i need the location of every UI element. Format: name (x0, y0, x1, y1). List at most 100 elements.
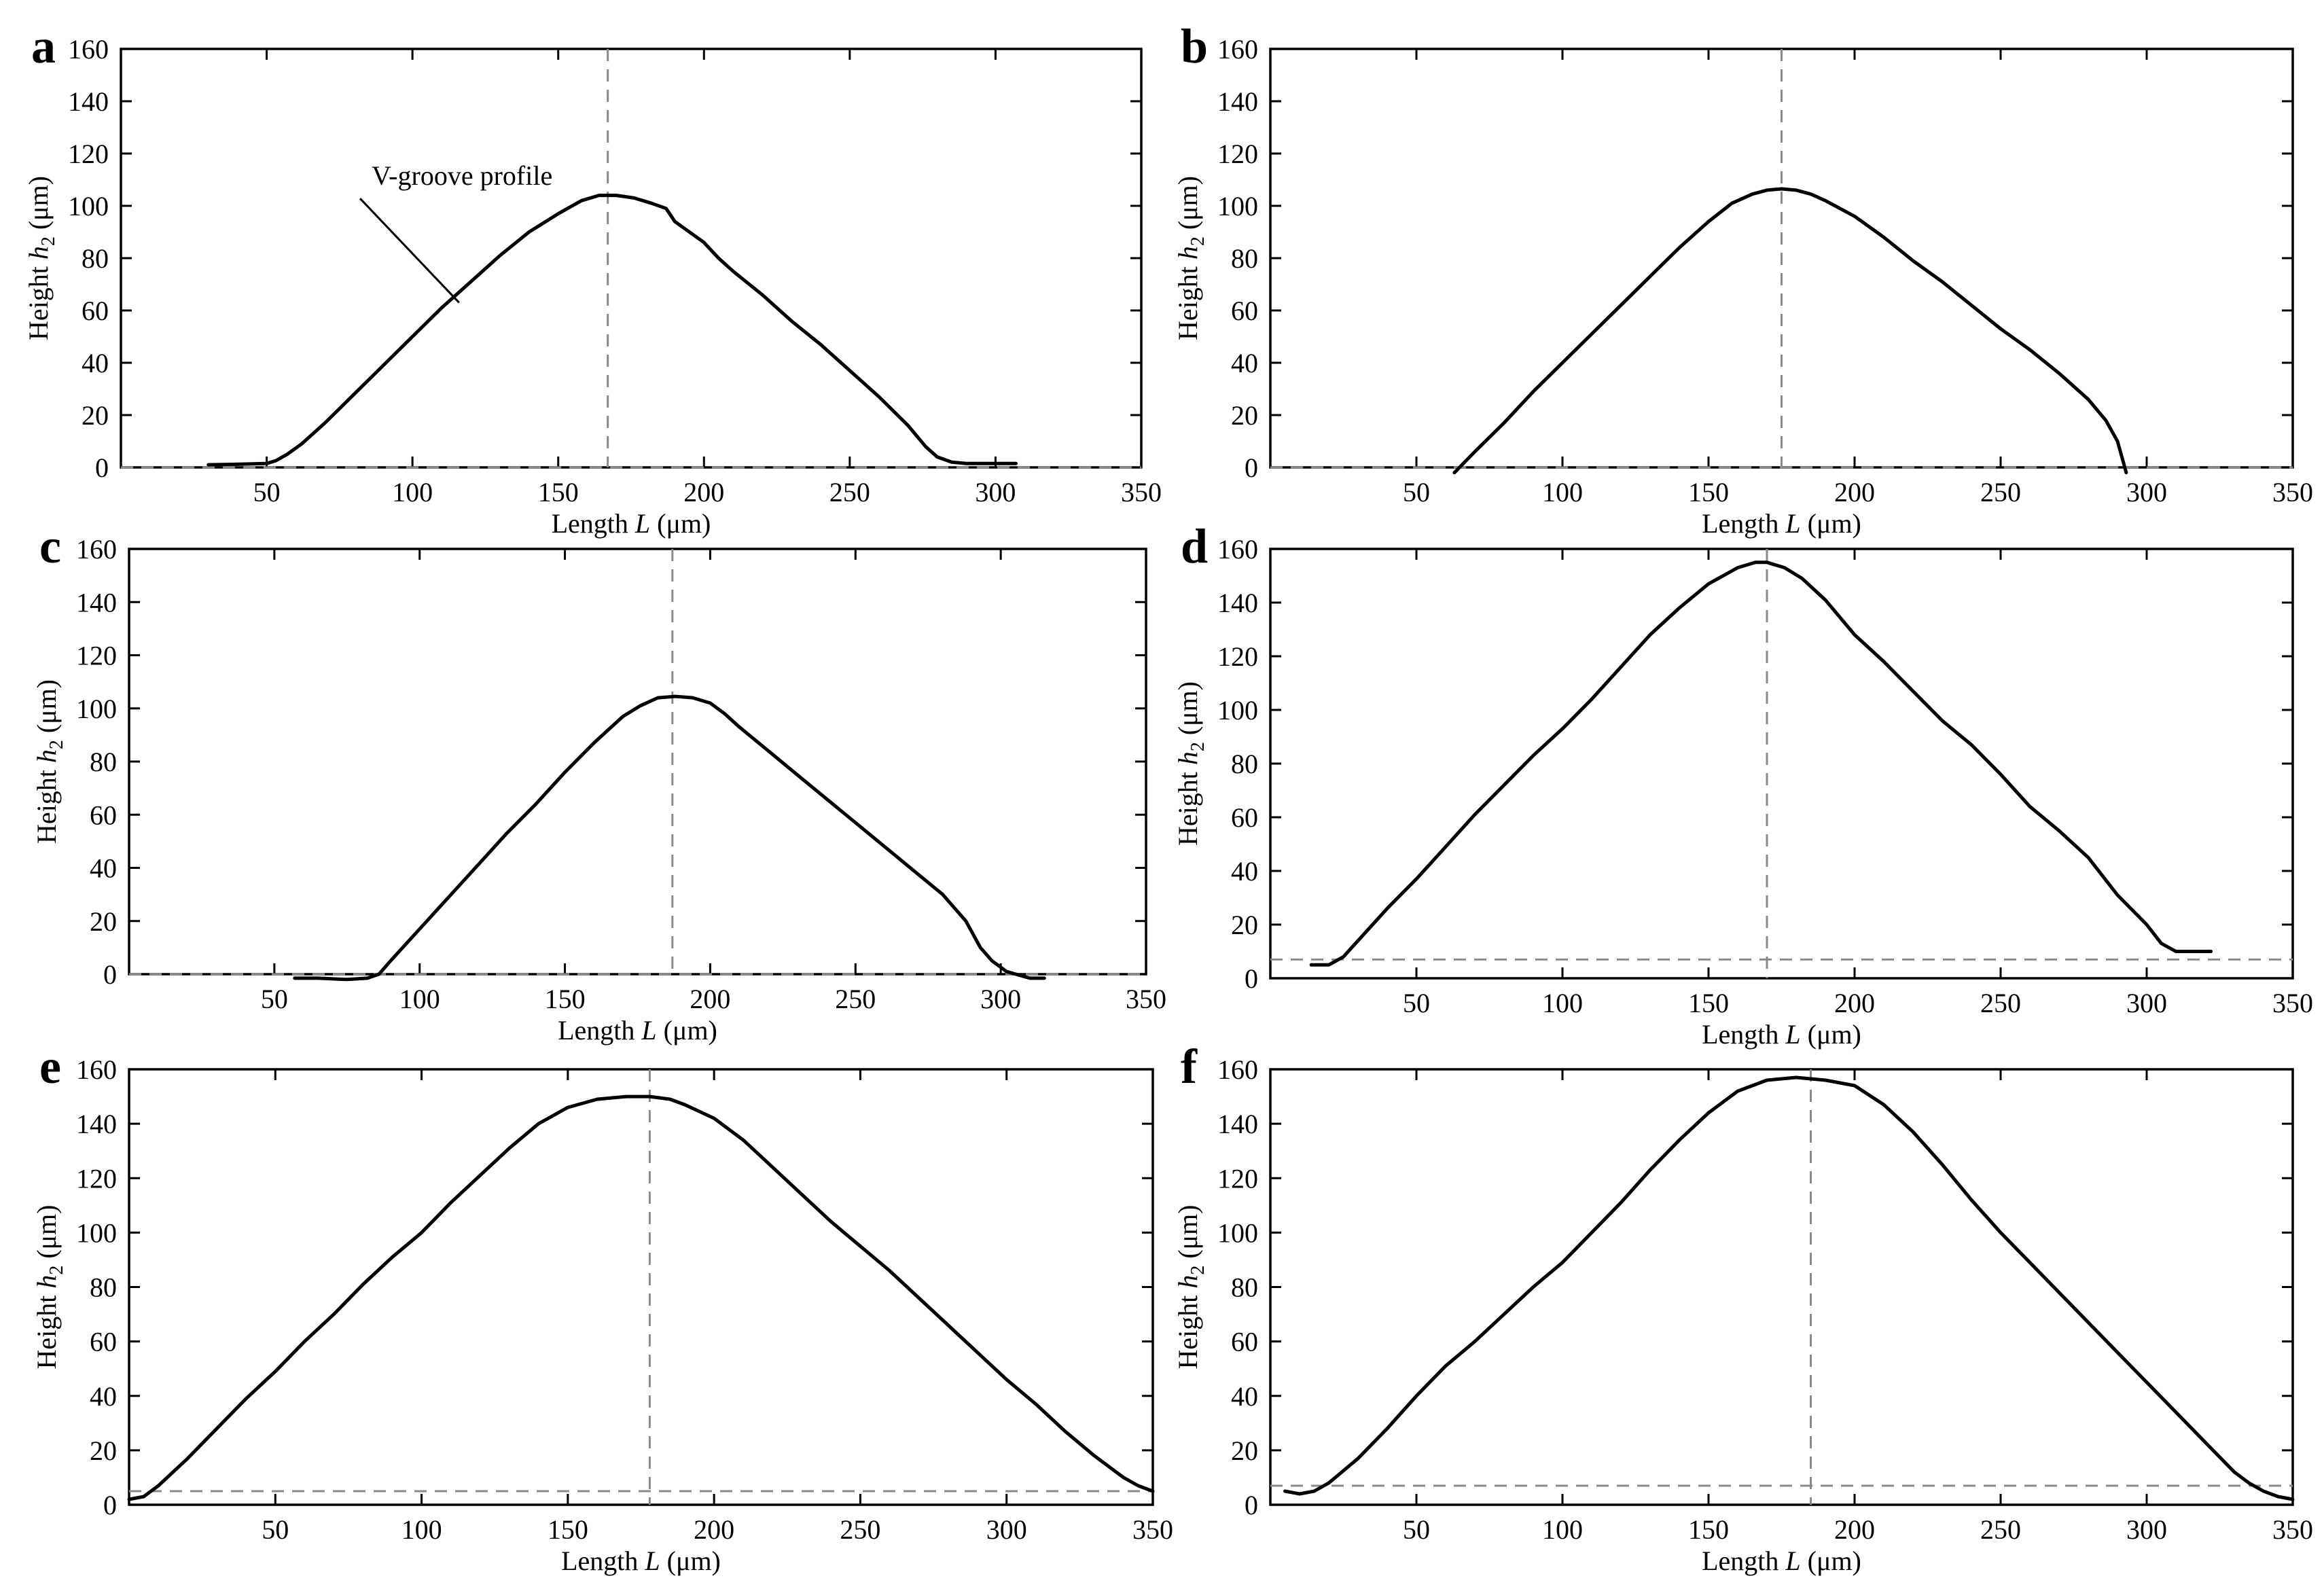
y-tick-label: 20 (1231, 910, 1258, 940)
x-tick-label: 200 (1834, 477, 1875, 507)
y-tick-label: 120 (1217, 641, 1258, 672)
profile-line (1309, 560, 2213, 967)
y-tick-label: 100 (76, 1217, 117, 1248)
x-axis-label: Length L (μm) (1702, 1019, 1861, 1050)
panel-e: e 0 20 40 60 80 100 120 140 160 50 100 150 200 250 300 3… (31, 1039, 1173, 1576)
y-tick-label: 60 (90, 1327, 117, 1357)
profile-line (293, 694, 1046, 982)
y-axis-label: Height h2 (μm) (31, 1204, 67, 1369)
y-tick-label: 40 (90, 853, 117, 884)
x-tick-label: 150 (548, 1514, 588, 1545)
y-axis-label: Height h2 (μm) (1173, 176, 1209, 340)
y-tick-label: 0 (103, 1490, 117, 1520)
y-tick-label: 0 (95, 452, 109, 483)
y-tick-label: 40 (1231, 1381, 1258, 1412)
y-axis-label: Height h2 (μm) (23, 176, 59, 340)
y-tick-label: 80 (1231, 1272, 1258, 1303)
plot-frame (1269, 548, 2294, 980)
y-tick-label: 100 (68, 191, 109, 221)
x-tick-label: 300 (2126, 477, 2167, 507)
x-tick-label: 350 (2272, 988, 2313, 1018)
x-tick-label: 100 (1542, 477, 1583, 507)
x-tick-label: 350 (2272, 1514, 2313, 1545)
x-tick-label: 50 (262, 1514, 289, 1545)
profile-line (1283, 1075, 2295, 1501)
x-tick-label: 200 (1834, 1514, 1875, 1545)
y-tick-label: 140 (76, 587, 117, 618)
profile-line (127, 1094, 1155, 1501)
panel-c: c 0 20 40 60 80 100 120 140 160 50 100 150 200 250 300 3… (31, 519, 1166, 1046)
y-tick-label: 60 (1231, 296, 1258, 326)
y-tick-label: 80 (82, 243, 109, 274)
y-tick-label: 140 (1217, 588, 1258, 618)
y-tick-label: 40 (82, 348, 109, 378)
x-tick-label: 200 (694, 1514, 734, 1545)
panel-d: d 0 20 40 60 80 100 120 140 160 50 100 150 200 250 300 3… (1173, 519, 2313, 1050)
y-tick-label: 100 (76, 694, 117, 724)
x-tick-label: 250 (840, 1514, 880, 1545)
y-tick-label: 0 (1245, 452, 1258, 483)
y-tick-label: 140 (1217, 86, 1258, 117)
x-tick-label: 250 (835, 984, 876, 1014)
y-tick-label: 160 (1217, 534, 1258, 565)
y-tick-label: 40 (1231, 856, 1258, 887)
plot-frame (120, 48, 1143, 469)
panel-letter: c (39, 519, 61, 573)
y-tick-label: 20 (82, 400, 109, 431)
x-tick-label: 200 (683, 477, 724, 507)
y-tick-label: 100 (1217, 191, 1258, 221)
x-tick-label: 100 (1542, 988, 1583, 1018)
x-tick-label: 100 (1542, 1514, 1583, 1545)
panel-letter: a (31, 19, 56, 73)
x-tick-label: 300 (975, 477, 1016, 507)
x-tick-label: 250 (1980, 988, 2021, 1018)
y-tick-label: 20 (1231, 1435, 1258, 1466)
plot-frame (128, 1068, 1154, 1506)
x-tick-label: 50 (1403, 988, 1430, 1018)
y-tick-label: 60 (90, 800, 117, 830)
x-tick-label: 150 (1688, 1514, 1729, 1545)
y-tick-label: 120 (1217, 1163, 1258, 1194)
panel-a: a 0 20 40 60 80 100 120 140 160 50 100 150 200 250 300 3… (23, 19, 1162, 539)
x-tick-label: 350 (1121, 477, 1162, 507)
panel-b: b 0 20 40 60 80 100 120 140 160 50 100 150 200 250 300 3… (1173, 19, 2313, 539)
y-tick-label: 0 (1245, 963, 1258, 994)
y-tick-label: 0 (1245, 1490, 1258, 1520)
x-tick-label: 100 (401, 1514, 442, 1545)
x-tick-label: 150 (538, 477, 579, 507)
plot-frame (128, 548, 1147, 976)
x-tick-label: 100 (399, 984, 440, 1014)
x-tick-label: 300 (986, 1514, 1027, 1545)
profile-line (1452, 187, 2128, 475)
y-axis-label: Height h2 (μm) (1173, 1204, 1209, 1369)
x-axis-label: Length L (μm) (561, 1546, 721, 1576)
y-tick-label: 60 (1231, 802, 1258, 833)
x-tick-label: 350 (1126, 984, 1166, 1014)
y-axis-label: Height h2 (μm) (31, 679, 67, 844)
y-tick-label: 60 (1231, 1327, 1258, 1357)
y-tick-label: 160 (1217, 34, 1258, 65)
y-tick-label: 20 (1231, 400, 1258, 431)
y-tick-label: 120 (68, 139, 109, 169)
y-tick-label: 20 (90, 1435, 117, 1466)
y-tick-label: 160 (76, 534, 117, 565)
annotation-label: V-groove profile (372, 160, 552, 191)
x-tick-label: 350 (1132, 1514, 1173, 1545)
annotation-pointer (359, 198, 460, 304)
y-tick-label: 20 (90, 906, 117, 937)
x-axis-label: Length L (μm) (552, 508, 711, 539)
y-tick-label: 80 (90, 1272, 117, 1303)
y-tick-label: 140 (68, 86, 109, 117)
y-tick-label: 140 (1217, 1109, 1258, 1139)
x-tick-label: 50 (261, 984, 288, 1014)
y-tick-label: 0 (103, 959, 117, 990)
x-tick-label: 250 (1980, 477, 2021, 507)
y-tick-label: 40 (90, 1381, 117, 1412)
y-tick-label: 120 (1217, 139, 1258, 169)
x-tick-label: 300 (2126, 1514, 2167, 1545)
y-tick-label: 100 (1217, 695, 1258, 726)
x-tick-label: 150 (1688, 477, 1729, 507)
x-tick-label: 250 (1980, 1514, 2021, 1545)
